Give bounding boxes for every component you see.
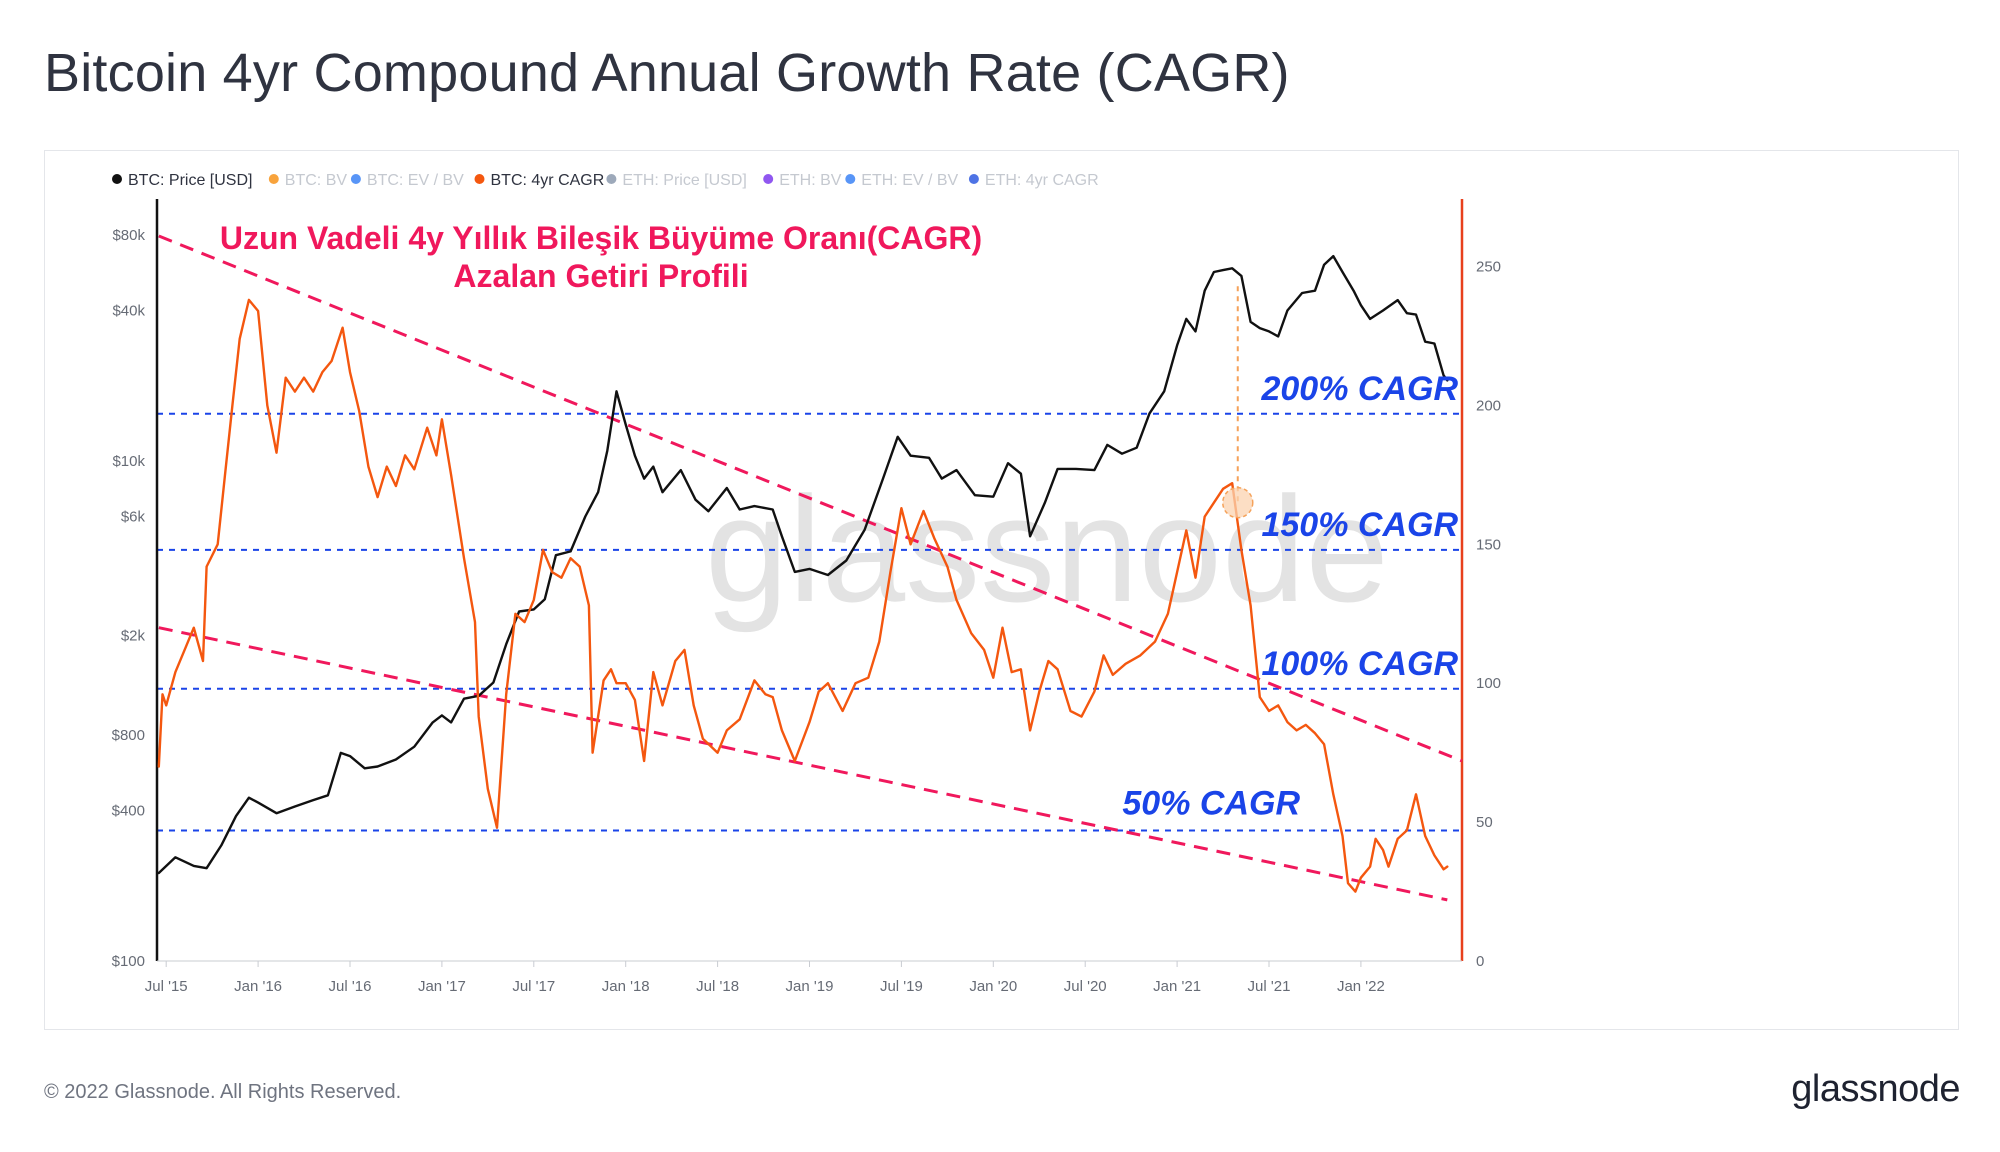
x-tick-6: Jul '18 [696, 978, 739, 995]
legend-dot-eth-4yr-cagr [968, 174, 979, 184]
y-right-tick-1: 200 [1476, 397, 1501, 414]
legend-item-btc-price-usd[interactable]: BTC: Price [USD] [128, 172, 252, 189]
legend-dot-btc-4yr-cagr [474, 174, 485, 184]
x-tick-3: Jan '17 [418, 978, 466, 995]
series-btc-4yr-cagr [157, 298, 1449, 893]
y-left-tick-2: $10k [112, 453, 145, 470]
y-right-tick-4: 50 [1476, 814, 1493, 831]
y-left-tick-6: $400 [112, 802, 145, 819]
legend-dot-eth-ev-bv [845, 174, 856, 184]
chart: BTC: Price [USD] BTC: BV BTC: EV / BV BTC: … [112, 172, 1501, 995]
y-right-tick-2: 150 [1476, 536, 1501, 553]
legend-item-btc-ev-bv[interactable]: BTC: EV / BV [367, 172, 464, 189]
x-tick-10: Jul '20 [1064, 978, 1107, 995]
legend-dot-btc-bv [268, 174, 279, 184]
axes: $80k $40k $10k $6k $2k $800 $400 $100 250 200 150 1… [112, 199, 1501, 995]
x-tick-13: Jan '22 [1337, 978, 1385, 995]
reference-lines [157, 412, 1462, 832]
legend-item-eth-bv[interactable]: ETH: BV [779, 172, 842, 189]
labels: 200% CAGR 150% CAGR 100% CAGR 50% CAGR [1122, 370, 1458, 823]
legend: BTC: Price [USD] BTC: BV BTC: EV / BV BTC: … [112, 172, 1099, 189]
ref-label-150-cagr: 150% CAGR [1261, 506, 1458, 544]
trend-lines [158, 234, 1463, 902]
y-left-tick-1: $40k [112, 302, 145, 319]
chart-card: BTC: Price [USD] BTC: BV BTC: EV / BV BTC: … [44, 150, 1959, 1030]
annotation-line-1: Uzun Vadeli 4y Yıllık Bileşik Büyüme Ora… [220, 220, 982, 256]
x-tick-11: Jan '21 [1153, 978, 1201, 995]
trend-line-2 [158, 626, 1448, 902]
y-left-tick-5: $800 [112, 727, 145, 744]
series-lines [157, 254, 1449, 893]
x-tick-4: Jul '17 [512, 978, 555, 995]
legend-item-eth-4yr-cagr[interactable]: ETH: 4yr CAGR [985, 172, 1099, 189]
legend-dot-btc-ev-bv [350, 174, 361, 184]
x-tick-12: Jul '21 [1248, 978, 1291, 995]
highlight [1222, 286, 1254, 519]
x-tick-1: Jan '16 [234, 978, 282, 995]
legend-dot-btc-price-usd [112, 174, 122, 184]
highlight-circle [1222, 486, 1254, 519]
trend-line-1 [158, 234, 1463, 763]
x-tick-8: Jul '19 [880, 978, 923, 995]
legend-dot-eth-price-usd [606, 174, 617, 184]
legend-item-btc-bv[interactable]: BTC: BV [285, 172, 348, 189]
y-left-tick-3: $6k [121, 508, 146, 525]
x-tick-9: Jan '20 [969, 978, 1017, 995]
y-left-tick-4: $2k [121, 628, 146, 645]
y-right-tick-0: 250 [1476, 259, 1501, 276]
y-right-tick-5: 0 [1476, 953, 1484, 970]
annotation-line-2: Azalan Getiri Profili [453, 258, 748, 294]
series-btc-price-usd [157, 254, 1449, 875]
y-left-tick-0: $80k [112, 227, 145, 244]
ref-label-100-cagr: 100% CAGR [1261, 645, 1458, 683]
ref-label-200-cagr: 200% CAGR [1260, 370, 1458, 408]
legend-item-eth-price-usd[interactable]: ETH: Price [USD] [622, 172, 746, 189]
legend-dot-eth-bv [763, 174, 774, 184]
x-tick-7: Jan '19 [786, 978, 834, 995]
x-tick-2: Jul '16 [329, 978, 372, 995]
legend-item-btc-4yr-cagr[interactable]: BTC: 4yr CAGR [491, 172, 605, 189]
legend-item-eth-ev-bv[interactable]: ETH: EV / BV [861, 172, 958, 189]
x-tick-0: Jul '15 [145, 978, 188, 995]
glassnode-logo: glassnode [1791, 1068, 1960, 1110]
page-title: Bitcoin 4yr Compound Annual Growth Rate … [44, 43, 1290, 103]
footer-copyright: © 2022 Glassnode. All Rights Reserved. [44, 1081, 402, 1103]
y-right-tick-3: 100 [1476, 675, 1501, 692]
x-tick-5: Jan '18 [602, 978, 650, 995]
y-left-tick-7: $100 [112, 953, 145, 970]
ref-label-50-cagr: 50% CAGR [1122, 784, 1300, 822]
